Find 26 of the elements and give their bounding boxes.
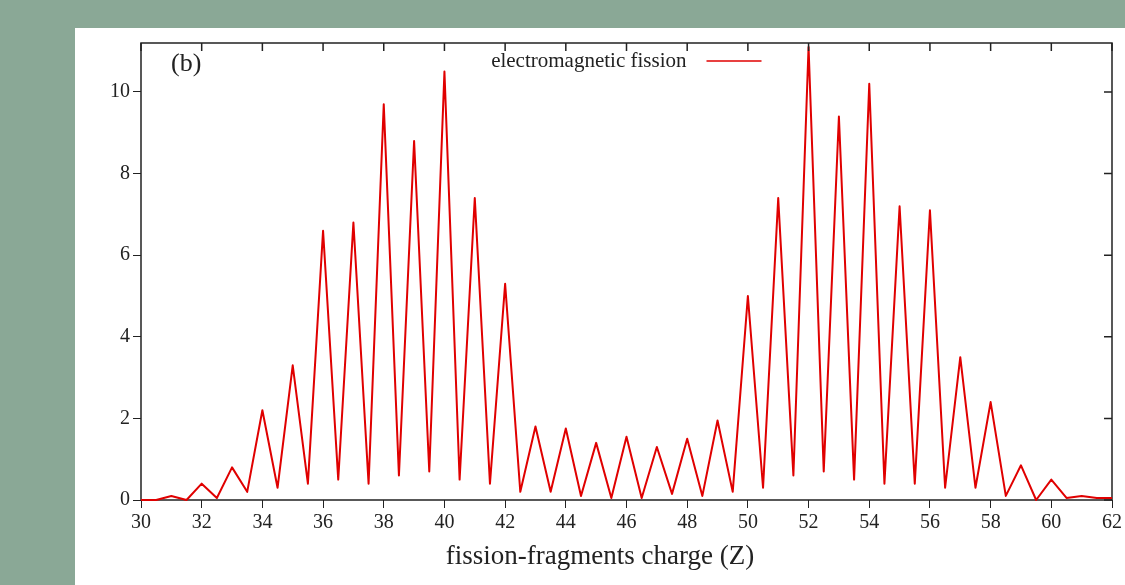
y-tick-label: 0 <box>120 487 130 510</box>
text: electromagnetic fission <box>491 47 687 72</box>
y-tick-label: 6 <box>120 242 130 265</box>
x-tick-label: 60 <box>1041 510 1062 533</box>
x-tick-label: 50 <box>737 510 758 533</box>
x-tick-label: 48 <box>677 510 698 533</box>
x-axis-title: fission-fragments charge (Z) <box>444 540 756 571</box>
x-tick-label: 36 <box>313 510 334 533</box>
y-tick-label: 8 <box>120 160 130 183</box>
y-tick-label: 10 <box>110 79 130 102</box>
x-tick-label: 32 <box>191 510 212 533</box>
x-tick-label: 40 <box>434 510 455 533</box>
x-tick-label: 56 <box>919 510 940 533</box>
y-tick-label: 2 <box>120 405 130 428</box>
x-tick-label: 58 <box>980 510 1001 533</box>
annotation: (b) <box>171 47 202 77</box>
x-tick-label: 52 <box>798 510 819 533</box>
x-tick-label: 44 <box>555 510 576 533</box>
x-tick-label: 54 <box>859 510 880 533</box>
y-tick-label: 4 <box>120 324 130 347</box>
x-tick-label: 34 <box>252 510 273 533</box>
x-tick-label: 30 <box>131 510 151 533</box>
x-tick-label: 62 <box>1102 510 1122 533</box>
x-tick-label: 46 <box>616 510 637 533</box>
x-tick-label: 42 <box>495 510 516 533</box>
x-tick-label: 38 <box>373 510 394 533</box>
